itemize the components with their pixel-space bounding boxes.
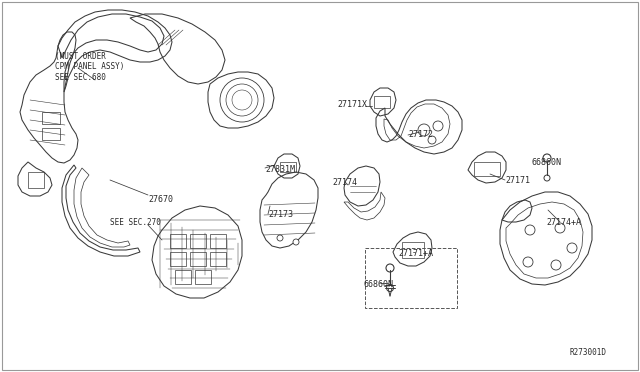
Circle shape: [525, 225, 535, 235]
Circle shape: [386, 264, 394, 272]
Circle shape: [293, 239, 299, 245]
Circle shape: [523, 257, 533, 267]
Text: 27174: 27174: [332, 178, 357, 187]
Text: (MUST ORDER
CPM PANEL ASSY)
SEE SEC.680: (MUST ORDER CPM PANEL ASSY) SEE SEC.680: [55, 52, 124, 82]
Circle shape: [418, 124, 430, 136]
Text: 27831M: 27831M: [265, 165, 295, 174]
Text: R273001D: R273001D: [570, 348, 607, 357]
Circle shape: [551, 260, 561, 270]
Text: 66860N: 66860N: [363, 280, 393, 289]
Circle shape: [544, 175, 550, 181]
Circle shape: [387, 285, 394, 292]
Text: 27171: 27171: [505, 176, 530, 185]
Text: 27171+A: 27171+A: [398, 249, 433, 258]
Text: 27670: 27670: [148, 195, 173, 204]
Circle shape: [543, 154, 551, 162]
Text: 27173: 27173: [268, 210, 293, 219]
Text: 27172: 27172: [408, 130, 433, 139]
Text: 66860N: 66860N: [532, 158, 562, 167]
Text: SEE SEC.270: SEE SEC.270: [110, 218, 161, 227]
Circle shape: [277, 235, 283, 241]
Bar: [365, 248, 457, 308]
Text: 27171X: 27171X: [337, 100, 367, 109]
Circle shape: [232, 90, 252, 110]
Circle shape: [220, 78, 264, 122]
Text: 27174+A: 27174+A: [546, 218, 581, 227]
Circle shape: [428, 136, 436, 144]
Circle shape: [433, 121, 443, 131]
Circle shape: [226, 84, 258, 116]
Circle shape: [555, 223, 565, 233]
Circle shape: [567, 243, 577, 253]
